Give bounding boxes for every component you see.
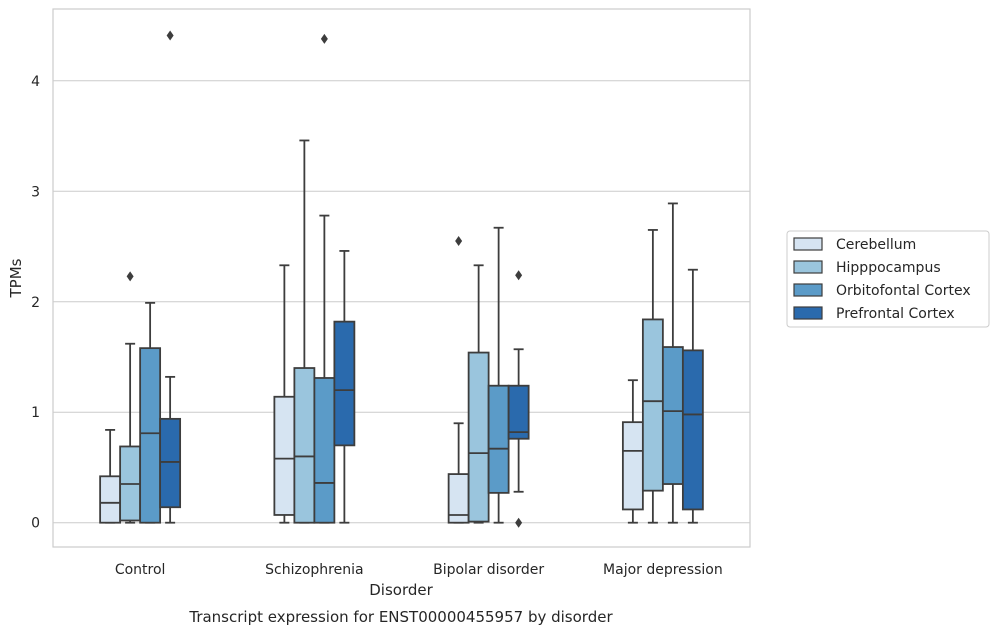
- x-tick-label: Bipolar disorder: [433, 562, 544, 578]
- box: [333, 250, 356, 524]
- y-tick-label: 1: [31, 405, 40, 421]
- box: [487, 226, 510, 524]
- box-iqr: [273, 395, 296, 516]
- box-iqr: [313, 377, 336, 524]
- legend-swatch: [793, 306, 823, 320]
- x-axis-label: Disorder: [369, 581, 433, 599]
- outlier-point: [455, 235, 463, 246]
- box: [447, 235, 470, 524]
- x-tick-label: Schizophrenia: [265, 562, 363, 578]
- outlier-point: [166, 30, 174, 41]
- legend-entry: Orbitofontal Cortex: [836, 283, 971, 299]
- box: [99, 428, 122, 524]
- box: [507, 270, 530, 528]
- legend-entry: Prefrontal Cortex: [836, 306, 955, 322]
- y-axis-ticks: 0 1 2 3 4: [31, 74, 40, 532]
- box-iqr: [681, 349, 704, 511]
- box-iqr: [139, 347, 162, 524]
- legend: Cerebellum Hipppocampus Orbitofontal Corte…: [786, 230, 990, 328]
- y-tick-label: 3: [31, 184, 40, 200]
- legend-entry: Hipppocampus: [836, 260, 941, 276]
- box-iqr: [293, 367, 316, 524]
- box: [159, 30, 182, 524]
- legend-frame: [786, 230, 990, 328]
- box: [641, 229, 664, 524]
- y-axis-label: TPMs: [7, 258, 25, 298]
- x-tick-label: Control: [115, 562, 166, 578]
- box-iqr: [487, 384, 510, 494]
- box: [313, 33, 336, 524]
- box-iqr: [507, 384, 530, 440]
- outlier-point: [126, 271, 134, 282]
- x-axis-ticks: Control Schizophrenia Bipolar disorder Majo…: [115, 562, 723, 578]
- chart-caption: Transcript expression for ENST0000045595…: [188, 608, 613, 626]
- legend-swatch: [793, 283, 823, 297]
- box: [119, 271, 142, 524]
- y-tick-label: 2: [31, 295, 40, 311]
- x-tick-label: Major depression: [603, 562, 723, 578]
- box: [273, 264, 296, 524]
- box-iqr: [661, 346, 684, 485]
- legend-entry: Cerebellum: [836, 237, 916, 253]
- box-iqr: [641, 318, 664, 492]
- box-iqr: [333, 320, 356, 447]
- outlier-point: [515, 270, 523, 281]
- box-iqr: [467, 351, 490, 523]
- box: [621, 379, 644, 524]
- box-iqr: [621, 421, 644, 511]
- y-tick-label: 0: [31, 516, 40, 532]
- outlier-point: [515, 517, 523, 528]
- legend-swatch: [793, 260, 823, 274]
- y-tick-label: 4: [31, 74, 40, 90]
- box: [293, 139, 316, 524]
- box-iqr: [99, 475, 122, 524]
- legend-swatch: [793, 237, 823, 251]
- box-groups: [99, 30, 704, 528]
- box: [467, 264, 490, 524]
- outlier-point: [320, 33, 328, 44]
- box: [681, 268, 704, 524]
- box-iqr: [159, 417, 182, 509]
